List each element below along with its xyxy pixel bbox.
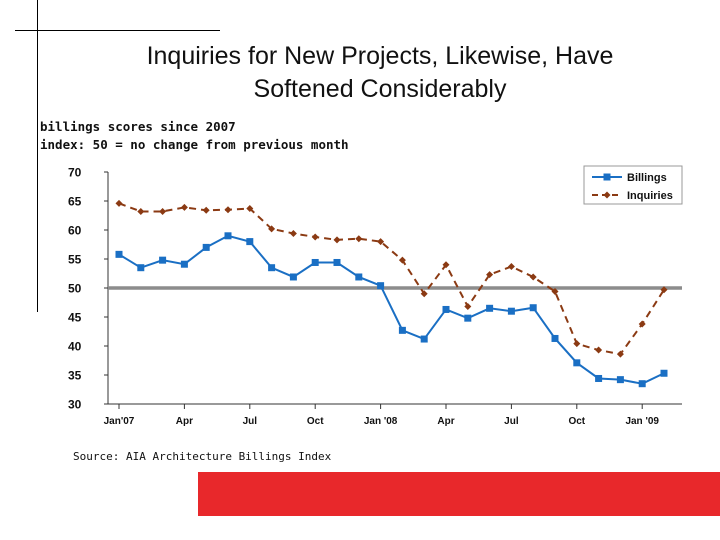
inquiries-point	[202, 206, 210, 214]
y-tick-label: 60	[68, 224, 82, 238]
title-line-1: Inquiries for New Projects, Likewise, Ha…	[146, 42, 614, 70]
billings-point	[246, 238, 254, 246]
inquiries-point	[616, 350, 624, 358]
inquiries-point	[224, 206, 232, 214]
y-tick-label: 65	[68, 195, 82, 209]
billings-point	[268, 264, 276, 272]
billings-point	[507, 307, 515, 315]
y-tick-label: 35	[68, 369, 82, 383]
inquiries-point	[355, 235, 363, 243]
x-tick-label: Apr	[437, 416, 454, 427]
title-line-2: Softened Considerably	[253, 75, 507, 103]
inquiries-point	[551, 287, 559, 295]
billings-point	[355, 273, 363, 281]
x-tick-label: Jul	[504, 416, 519, 427]
inquiries-point	[268, 225, 276, 233]
billings-point	[616, 376, 624, 384]
billings-point	[398, 326, 406, 334]
billings-point	[115, 250, 123, 258]
decorative-horizontal-line	[15, 30, 220, 31]
y-tick-label: 50	[68, 282, 82, 296]
billings-point	[159, 256, 167, 264]
billings-point	[486, 304, 494, 312]
inquiries-point	[115, 199, 123, 207]
billings-point	[420, 335, 428, 343]
billings-point	[551, 334, 559, 342]
inquiries-point	[180, 203, 188, 211]
inquiries-point	[137, 207, 145, 215]
inquiries-point	[420, 290, 428, 298]
inquiries-point	[507, 263, 515, 271]
inquiries-point	[486, 271, 494, 279]
page-title: Inquiries for New Projects, Likewise, Ha…	[90, 40, 670, 106]
accent-bar	[198, 472, 720, 516]
billings-point	[595, 374, 603, 382]
billings-point	[333, 258, 341, 266]
y-tick-label: 70	[68, 166, 82, 180]
inquiries-point	[638, 320, 646, 328]
inquiries-point	[333, 236, 341, 244]
subtitle-line-1: billings scores since 2007	[40, 119, 236, 134]
x-tick-label: Oct	[568, 416, 585, 427]
inquiries-point	[289, 229, 297, 237]
inquiries-point	[377, 238, 385, 246]
billings-point	[660, 369, 668, 377]
billings-point	[442, 305, 450, 313]
x-tick-label: Jan'07	[104, 416, 135, 427]
subtitle-line-2: index: 50 = no change from previous mont…	[40, 137, 349, 152]
inquiries-point	[246, 205, 254, 213]
billings-point	[137, 264, 145, 272]
x-tick-label: Jan '09	[625, 416, 659, 427]
inquiries-point	[660, 286, 668, 294]
billings-point	[377, 282, 385, 290]
billings-point	[464, 314, 472, 322]
y-tick-label: 30	[68, 398, 82, 412]
x-tick-label: Jul	[243, 416, 258, 427]
inquiries-point	[442, 261, 450, 269]
billings-point	[638, 380, 646, 388]
legend-marker	[603, 191, 611, 199]
legend-label: Inquiries	[627, 190, 673, 202]
source-note: Source: AIA Architecture Billings Index	[73, 450, 332, 463]
inquiries-point	[573, 340, 581, 348]
inquiries-point	[159, 207, 167, 215]
y-tick-label: 45	[68, 311, 82, 325]
chart-subtitle: billings scores since 2007 index: 50 = n…	[40, 118, 349, 154]
inquiries-point	[595, 346, 603, 354]
legend-label: Billings	[627, 172, 667, 184]
inquiries-point	[311, 233, 319, 241]
x-tick-label: Apr	[176, 416, 193, 427]
inquiries-point	[398, 256, 406, 264]
y-tick-label: 55	[68, 253, 82, 267]
billings-point	[202, 243, 210, 251]
inquiries-series-line	[118, 202, 665, 356]
legend-box	[583, 165, 683, 205]
billings-point	[289, 273, 297, 281]
x-tick-label: Oct	[307, 416, 324, 427]
inquiries-point	[529, 273, 537, 281]
billings-point	[311, 258, 319, 266]
billings-series-line	[118, 234, 665, 385]
billings-point	[573, 359, 581, 367]
billings-point	[224, 232, 232, 240]
inquiries-point	[464, 303, 472, 311]
y-tick-label: 40	[68, 340, 82, 354]
decorative-vertical-line	[37, 0, 38, 312]
billings-point	[529, 304, 537, 312]
billings-point	[180, 260, 188, 268]
x-tick-label: Jan '08	[364, 416, 398, 427]
legend-marker	[603, 173, 611, 181]
